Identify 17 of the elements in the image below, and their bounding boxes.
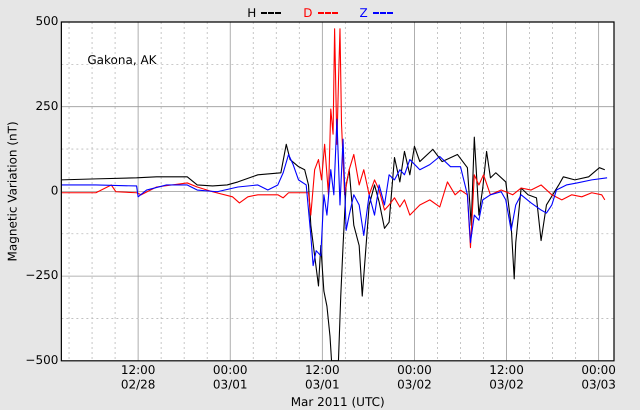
- legend-label: H: [247, 6, 256, 20]
- x-tick-label: 00:00 03/01: [212, 363, 248, 392]
- x-tick-label: 12:00 02/28: [120, 363, 156, 392]
- y-tick-label: −500: [25, 352, 58, 367]
- x-tick-label: 00:00 03/03: [581, 363, 616, 392]
- y-tick-label: −250: [25, 268, 58, 282]
- x-tick-label: 00:00 03/02: [397, 363, 432, 392]
- y-axis-title: Magnetic Variation (nT): [5, 121, 20, 262]
- x-tick-label: 12:00 03/01: [305, 363, 340, 392]
- y-tick-label: 0: [50, 184, 58, 198]
- y-tick-label: 250: [35, 98, 58, 113]
- legend-label: D: [303, 6, 313, 20]
- annotation: Gakona, AK: [87, 53, 158, 68]
- y-tick-label: 500: [35, 14, 58, 28]
- x-tick-label: 12:00 03/02: [489, 363, 524, 392]
- x-axis-title: Mar 2011 (UTC): [290, 394, 385, 409]
- legend-label: Z: [360, 6, 368, 20]
